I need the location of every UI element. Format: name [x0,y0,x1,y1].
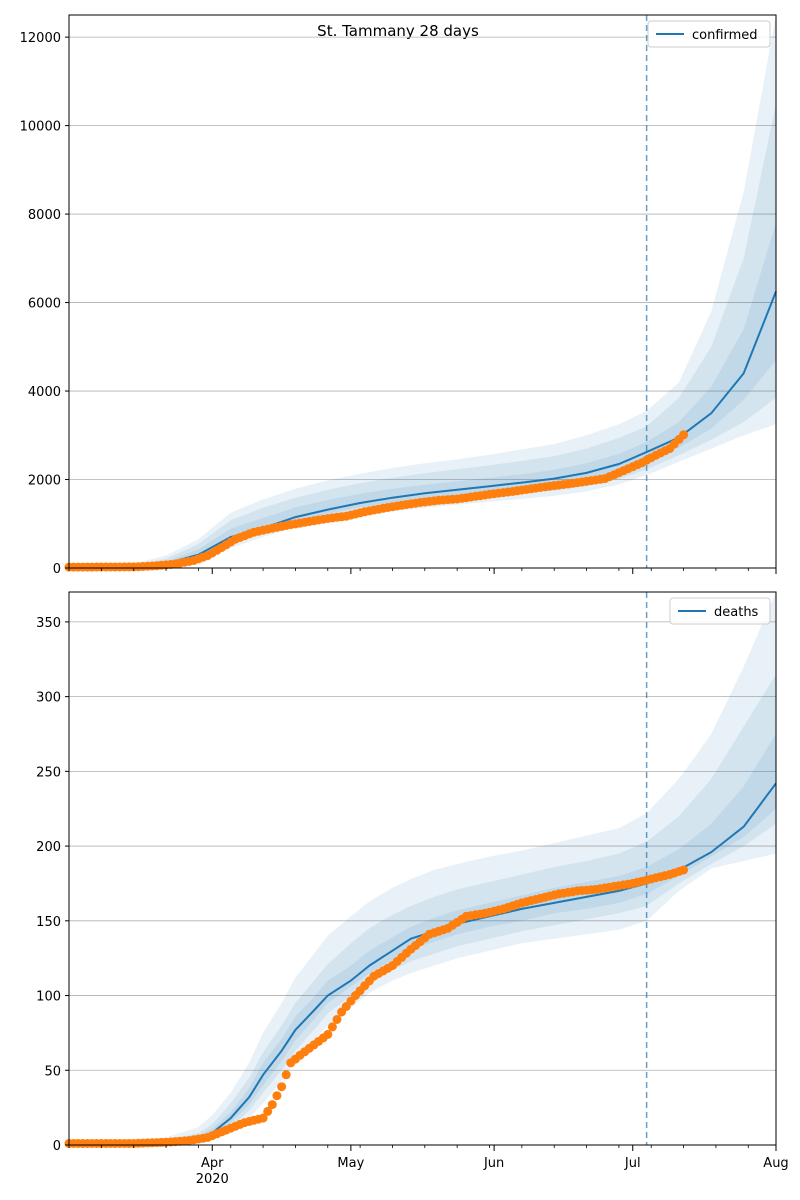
uncertainty-band-1 [69,592,776,1145]
observed-point [323,1029,333,1039]
axes-frame [68,591,777,1146]
y-tick-label: 6000 [28,297,61,312]
observed-point [258,1113,268,1123]
axes-frame [68,14,777,569]
y-tick-label: 50 [44,1064,61,1079]
y-tick-label: 250 [36,765,61,780]
y-tick-label: 350 [36,616,61,631]
observed-point [267,1100,277,1110]
y-tick-label: 0 [53,562,61,577]
y-tick-label: 4000 [28,385,61,400]
y-tick-label: 150 [36,915,61,930]
observed-point [679,865,689,875]
y-tick-label: 200 [36,840,61,855]
observed-point [277,1082,287,1092]
y-tick-label: 100 [36,990,61,1005]
legend-box [647,20,771,48]
observed-point [679,430,689,440]
y-tick-label: 10000 [20,120,61,135]
x-tick-label: May [337,1156,364,1171]
observed-point [272,1091,282,1101]
x-tick-label: Aug [763,1156,788,1171]
model-median-line [68,291,777,569]
legend-label: confirmed [692,28,758,43]
y-tick-label: 2000 [28,474,61,489]
observed-point [327,1022,337,1032]
x-tick-label: Jul [624,1156,641,1171]
y-tick-label: 0 [53,1139,61,1154]
x-tick-label: Jun [483,1156,504,1171]
y-tick-label: 8000 [28,208,61,223]
observed-point [332,1015,342,1024]
legend-label: deaths [714,605,759,620]
uncertainty-band-2 [69,674,776,1145]
figure-title: St. Tammany 28 days [317,22,479,40]
x-tick-label: Apr [201,1156,224,1171]
x-tick-sublabel: 2020 [196,1172,229,1187]
y-tick-label: 12000 [20,31,61,46]
uncertainty-band-2 [69,103,776,568]
y-tick-label: 300 [36,691,61,706]
confirmed-panel: 0 2000 4000 6000 8000 10000 12000 confirmed [20,14,777,577]
observed-point [281,1070,291,1080]
observed-point [263,1106,273,1116]
legend-box [669,597,771,625]
